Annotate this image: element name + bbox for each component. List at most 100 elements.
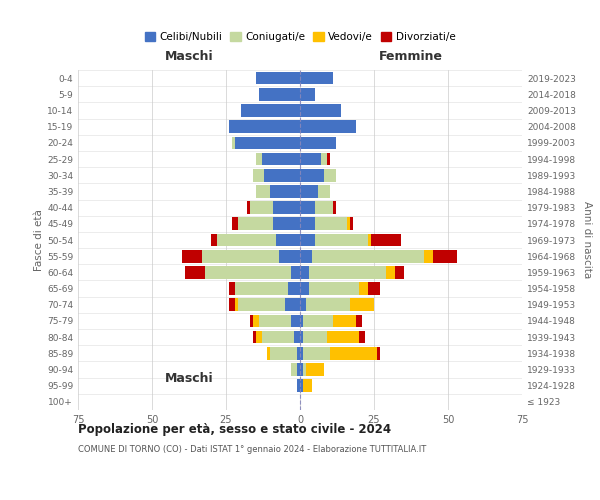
Bar: [303, 347, 329, 360]
Y-axis label: Fasce di età: Fasce di età: [34, 209, 44, 271]
Bar: [232, 218, 238, 230]
Text: Maschi: Maschi: [164, 372, 214, 385]
Bar: [285, 298, 300, 311]
Bar: [265, 169, 300, 181]
Bar: [347, 218, 350, 230]
Bar: [315, 218, 347, 230]
Bar: [332, 202, 335, 214]
Bar: [235, 136, 300, 149]
Bar: [297, 363, 300, 376]
Bar: [377, 347, 380, 360]
Bar: [279, 250, 300, 262]
Bar: [256, 152, 262, 166]
Bar: [294, 331, 300, 344]
Bar: [235, 282, 288, 295]
Bar: [291, 266, 300, 278]
Y-axis label: Anni di nascita: Anni di nascita: [581, 202, 592, 278]
Bar: [300, 347, 303, 360]
Bar: [229, 120, 300, 133]
Bar: [229, 282, 235, 295]
Bar: [271, 185, 300, 198]
Bar: [250, 314, 253, 328]
Bar: [259, 88, 300, 101]
Text: Femmine: Femmine: [379, 50, 443, 63]
Bar: [300, 120, 356, 133]
Bar: [300, 152, 321, 166]
Bar: [185, 266, 205, 278]
Bar: [241, 104, 300, 117]
Bar: [359, 331, 365, 344]
Bar: [232, 136, 235, 149]
Bar: [291, 363, 297, 376]
Bar: [274, 218, 300, 230]
Bar: [256, 72, 300, 85]
Bar: [424, 250, 433, 262]
Bar: [315, 234, 368, 246]
Legend: Celibi/Nubili, Coniugati/e, Vedovi/e, Divorziati/e: Celibi/Nubili, Coniugati/e, Vedovi/e, Di…: [140, 28, 460, 46]
Bar: [235, 298, 238, 311]
Bar: [326, 152, 329, 166]
Bar: [300, 363, 303, 376]
Bar: [309, 282, 359, 295]
Bar: [229, 298, 235, 311]
Bar: [300, 298, 306, 311]
Bar: [329, 347, 377, 360]
Bar: [303, 380, 312, 392]
Bar: [350, 298, 374, 311]
Bar: [291, 314, 300, 328]
Bar: [300, 72, 332, 85]
Bar: [433, 250, 457, 262]
Bar: [300, 136, 335, 149]
Bar: [253, 314, 259, 328]
Bar: [300, 185, 318, 198]
Bar: [300, 380, 303, 392]
Bar: [297, 380, 300, 392]
Bar: [300, 250, 312, 262]
Bar: [326, 331, 359, 344]
Bar: [238, 218, 274, 230]
Bar: [315, 202, 332, 214]
Bar: [268, 347, 271, 360]
Bar: [271, 347, 297, 360]
Bar: [182, 250, 202, 262]
Bar: [247, 202, 250, 214]
Bar: [321, 152, 326, 166]
Text: Maschi: Maschi: [164, 50, 214, 63]
Text: Popolazione per età, sesso e stato civile - 2024: Popolazione per età, sesso e stato civil…: [78, 422, 391, 436]
Bar: [217, 234, 277, 246]
Bar: [256, 185, 271, 198]
Bar: [262, 152, 300, 166]
Bar: [300, 234, 315, 246]
Bar: [277, 234, 300, 246]
Bar: [332, 314, 356, 328]
Bar: [303, 331, 326, 344]
Bar: [368, 234, 371, 246]
Bar: [359, 282, 368, 295]
Bar: [312, 250, 424, 262]
Bar: [288, 282, 300, 295]
Bar: [211, 234, 217, 246]
Bar: [356, 314, 362, 328]
Bar: [253, 331, 256, 344]
Bar: [256, 331, 262, 344]
Bar: [300, 314, 303, 328]
Bar: [205, 266, 291, 278]
Bar: [323, 169, 335, 181]
Bar: [309, 266, 386, 278]
Bar: [368, 282, 380, 295]
Text: COMUNE DI TORNO (CO) - Dati ISTAT 1° gennaio 2024 - Elaborazione TUTTITALIA.IT: COMUNE DI TORNO (CO) - Dati ISTAT 1° gen…: [78, 445, 426, 454]
Bar: [303, 363, 306, 376]
Bar: [318, 185, 329, 198]
Bar: [350, 218, 353, 230]
Bar: [300, 266, 309, 278]
Bar: [250, 202, 274, 214]
Bar: [300, 169, 323, 181]
Bar: [262, 331, 294, 344]
Bar: [303, 314, 332, 328]
Bar: [300, 331, 303, 344]
Bar: [371, 234, 401, 246]
Bar: [300, 88, 315, 101]
Bar: [306, 363, 323, 376]
Bar: [202, 250, 279, 262]
Bar: [300, 282, 309, 295]
